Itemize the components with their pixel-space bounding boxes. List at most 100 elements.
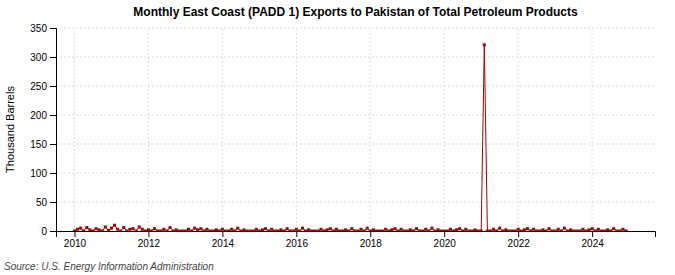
- y-tick-label: 150: [30, 139, 47, 150]
- data-point: [501, 230, 504, 232]
- data-point: [289, 230, 292, 232]
- data-point: [452, 230, 455, 232]
- data-point: [461, 230, 464, 232]
- data-point: [264, 227, 267, 230]
- x-tick: 2016: [286, 231, 309, 249]
- data-point: [329, 227, 332, 230]
- data-point: [511, 230, 514, 232]
- data-point: [600, 230, 603, 232]
- data-point: [477, 230, 480, 232]
- y-axis: 050100150200250300350: [30, 23, 56, 237]
- grid-line-y: [56, 202, 655, 203]
- y-tick-line: [50, 28, 56, 29]
- data-point: [575, 230, 578, 232]
- data-point: [381, 230, 384, 232]
- data-point: [316, 230, 319, 232]
- data-point: [433, 230, 436, 232]
- y-tick: 50: [36, 197, 56, 208]
- data-point: [572, 230, 575, 232]
- data-point: [504, 228, 507, 231]
- x-tick: 2020: [434, 231, 457, 249]
- grid: [56, 28, 655, 231]
- data-point: [594, 230, 597, 232]
- data-point: [347, 230, 350, 232]
- data-point: [156, 230, 159, 232]
- data-point: [165, 230, 168, 232]
- data-point: [95, 227, 98, 230]
- chart-container: 2010201220142016201820202022202405010015…: [0, 0, 675, 275]
- data-point: [132, 227, 135, 230]
- x-axis-line: [57, 232, 656, 238]
- x-tick-line: [148, 231, 149, 237]
- y-tick: 250: [30, 81, 56, 92]
- grid-line-y: [56, 144, 655, 145]
- data-point: [298, 230, 301, 232]
- data-point: [239, 230, 242, 232]
- data-point: [326, 228, 329, 231]
- data-point: [276, 230, 279, 232]
- data-point: [91, 230, 94, 232]
- data-point: [353, 230, 356, 232]
- data-line: [74, 45, 626, 231]
- data-point: [544, 230, 547, 232]
- data-point: [356, 230, 359, 232]
- data-point: [122, 226, 125, 229]
- y-tick-label: 200: [30, 110, 47, 121]
- data-point: [560, 230, 563, 232]
- data-point: [415, 227, 418, 230]
- data-point: [363, 230, 366, 232]
- data-point: [125, 230, 128, 232]
- data-point: [215, 228, 218, 231]
- data-point: [430, 227, 433, 230]
- data-point: [76, 228, 79, 231]
- data-point: [190, 230, 193, 232]
- data-point: [557, 228, 560, 231]
- data-point: [554, 230, 557, 232]
- y-tick-line: [50, 202, 56, 203]
- data-point: [338, 230, 341, 232]
- grid-line-y: [56, 115, 655, 116]
- data-point: [261, 228, 264, 231]
- data-point: [486, 230, 489, 232]
- x-tick-line: [74, 231, 75, 237]
- data-point: [443, 230, 446, 232]
- data-point: [480, 230, 483, 232]
- x-tick-label: 2012: [138, 238, 161, 249]
- data-point: [470, 230, 473, 232]
- y-tick-label: 100: [30, 168, 47, 179]
- data-point: [541, 228, 544, 231]
- x-tick-line: [518, 231, 519, 237]
- grid-line-x: [592, 28, 593, 231]
- grid-line-x: [296, 28, 297, 231]
- data-point: [372, 228, 375, 231]
- data-point: [625, 230, 628, 232]
- y-tick-line: [50, 144, 56, 145]
- data-point: [366, 227, 369, 230]
- data-point: [384, 228, 387, 231]
- data-point: [252, 230, 255, 232]
- data-point: [79, 227, 82, 230]
- data-point: [492, 228, 495, 231]
- x-tick-line: [296, 231, 297, 237]
- plot-area: [73, 43, 628, 231]
- data-point: [464, 228, 467, 231]
- data-point: [159, 230, 162, 232]
- x-tick-line: [222, 231, 223, 237]
- x-tick: 2024: [582, 231, 605, 249]
- data-point: [566, 230, 569, 232]
- grid-line-y: [56, 173, 655, 174]
- x-tick-label: 2018: [360, 238, 383, 249]
- data-point: [523, 228, 526, 231]
- data-point: [162, 228, 165, 231]
- data-point: [498, 227, 501, 230]
- data-point: [344, 228, 347, 231]
- grid-line-x: [74, 28, 75, 231]
- data-point: [153, 227, 156, 230]
- data-point: [209, 230, 212, 232]
- grid-line-y: [56, 86, 655, 87]
- data-point: [532, 228, 535, 231]
- grid-line-x: [148, 28, 149, 231]
- data-point: [615, 230, 618, 232]
- data-point: [292, 230, 295, 232]
- data-point: [538, 230, 541, 232]
